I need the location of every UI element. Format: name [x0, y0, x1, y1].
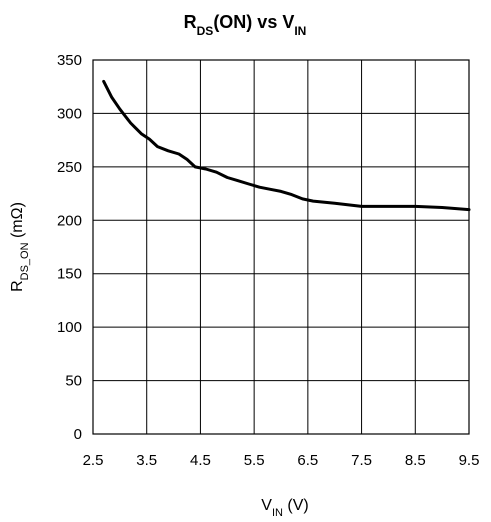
data-point: [468, 208, 470, 211]
data-point: [237, 179, 239, 182]
data-point: [333, 202, 336, 204]
x-tick-label: 2.5: [83, 452, 104, 469]
x-tick-label: 9.5: [459, 452, 480, 469]
y-tick-label: 300: [57, 105, 82, 122]
y-tick-label: 150: [57, 266, 82, 283]
data-point: [301, 198, 304, 200]
grid: [92, 59, 470, 435]
data-point: [360, 205, 363, 208]
y-tick-label: 350: [57, 52, 82, 69]
data-points: [102, 80, 470, 211]
x-tick-labels: 2.5 3.5 4.5 5.5 6.5 7.5 8.5 9.5: [83, 452, 480, 469]
data-point: [269, 188, 272, 191]
data-point: [247, 183, 250, 185]
x-tick-label: 6.5: [297, 452, 318, 469]
plot-frame: [92, 59, 470, 435]
x-tick-label: 8.5: [405, 452, 426, 469]
data-point: [414, 205, 417, 208]
data-point: [312, 200, 315, 202]
data-point: [215, 171, 218, 173]
data-point: [148, 138, 151, 140]
x-axis-label: VIN (V): [261, 497, 308, 519]
y-axis-label: RDS_ON (mΩ): [9, 202, 31, 292]
data-point: [111, 96, 113, 99]
x-tick-label: 4.5: [190, 452, 211, 469]
x-tick-label: 5.5: [244, 452, 265, 469]
y-tick-label: 250: [57, 159, 82, 176]
data-point: [441, 206, 443, 209]
data-point: [140, 132, 143, 135]
data-point: [156, 145, 159, 148]
y-tick-label: 200: [57, 212, 82, 229]
data-point: [205, 168, 207, 170]
data-point: [119, 108, 121, 110]
data-point: [129, 122, 132, 124]
x-tick-label: 7.5: [351, 452, 372, 469]
chart-title: RDS(ON) vs VIN: [184, 12, 307, 38]
y-tick-label: 50: [65, 373, 82, 390]
y-tick-label: 100: [57, 319, 82, 336]
y-tick-label: 0: [74, 426, 82, 443]
y-tick-labels: 0 50 100 150 200 250 300 350: [57, 52, 82, 443]
data-point: [167, 150, 169, 152]
data-point: [102, 80, 105, 83]
data-point: [186, 158, 188, 161]
x-tick-label: 3.5: [136, 452, 157, 469]
data-point: [290, 193, 293, 196]
data-point: [226, 176, 229, 179]
data-point: [194, 166, 196, 168]
data-point: [280, 190, 282, 193]
data-point: [178, 153, 180, 155]
data-point: [258, 186, 261, 188]
data-point: [387, 205, 390, 208]
series-line-rds-on: [102, 79, 471, 212]
